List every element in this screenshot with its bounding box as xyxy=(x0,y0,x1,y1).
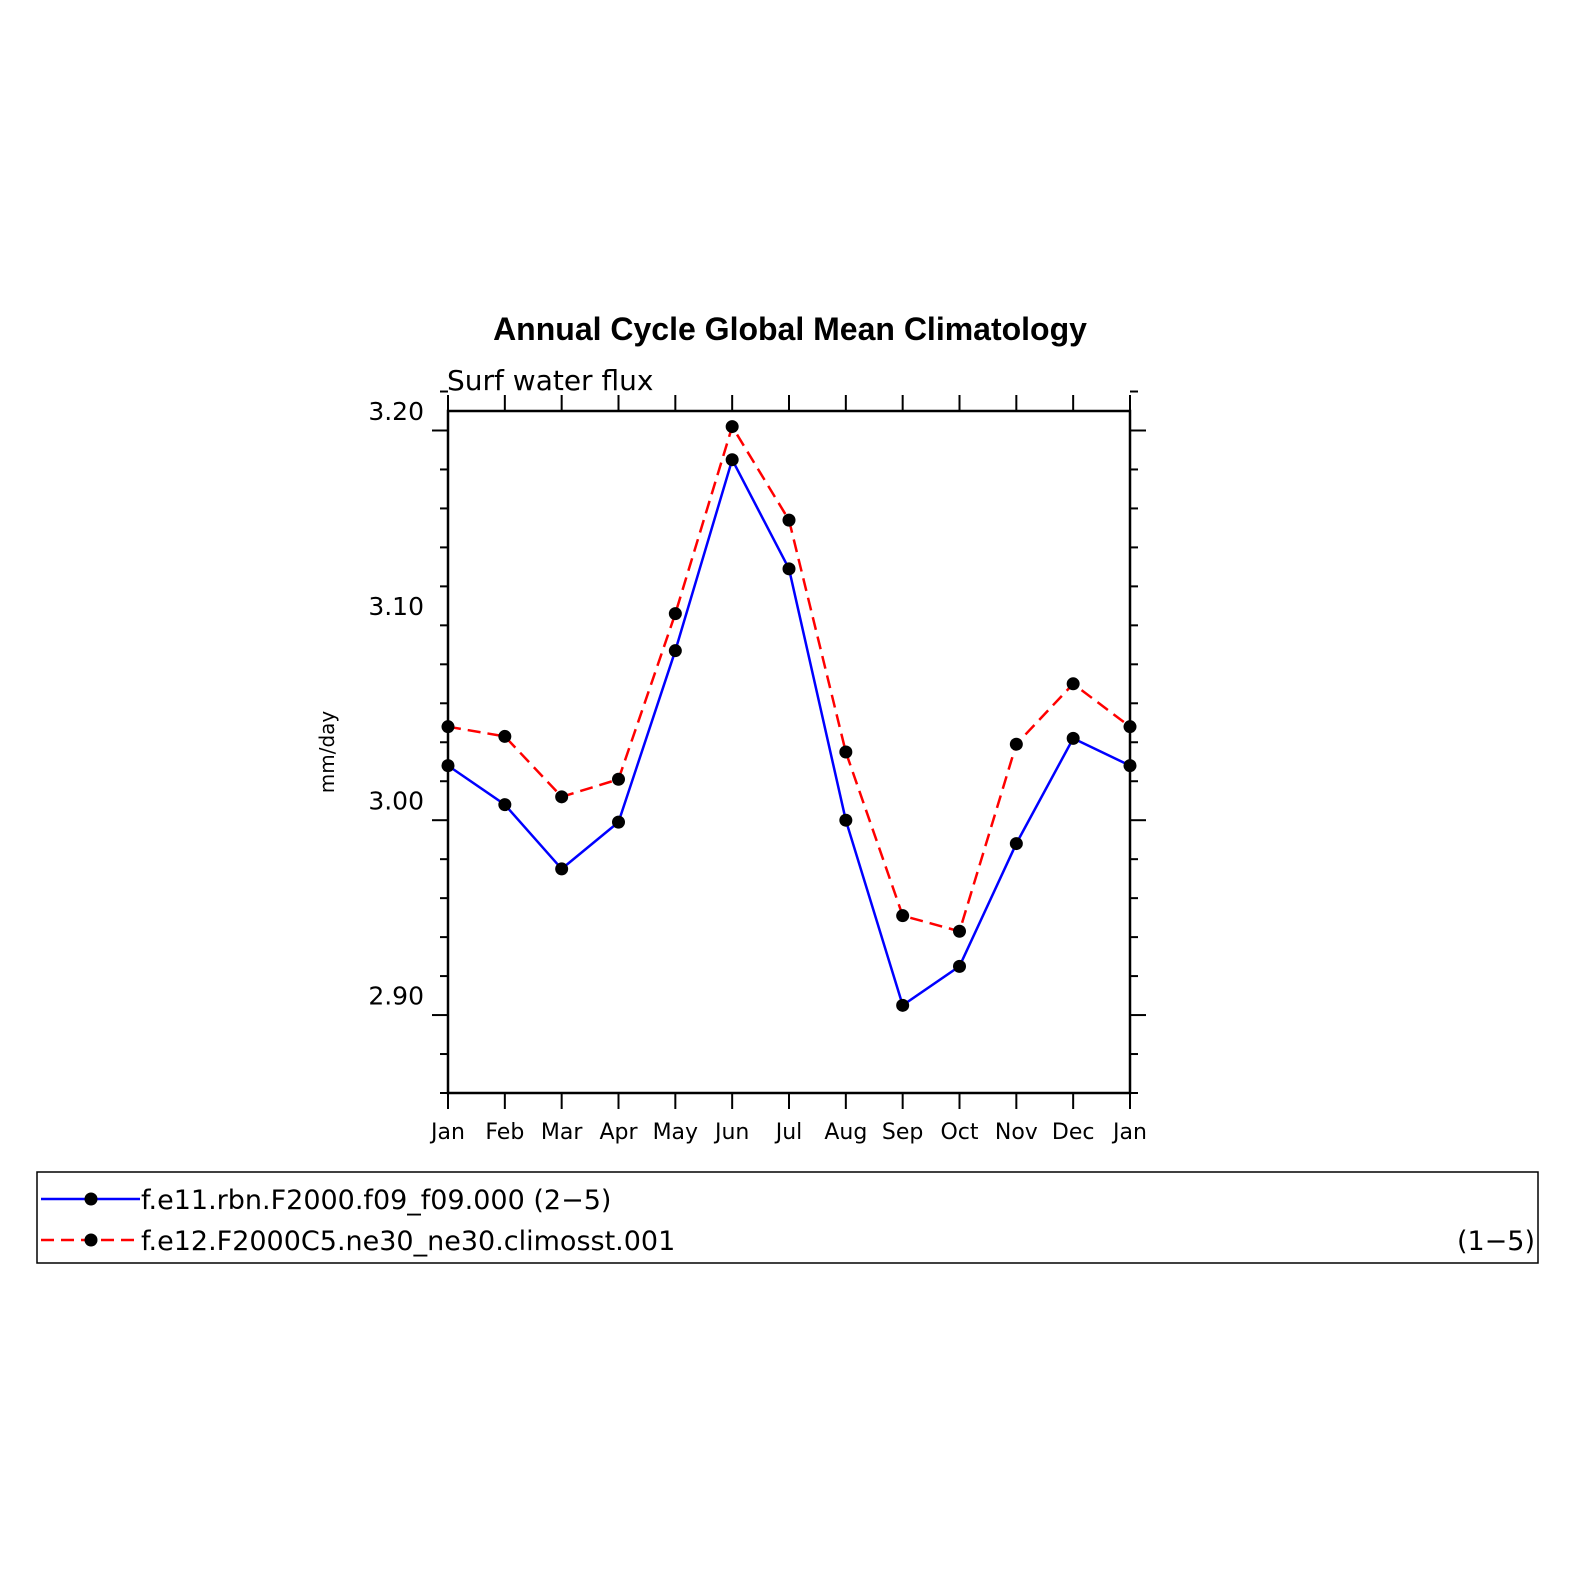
legend-label-1: f.e11.rbn.F2000.f09_f09.000 (2−5) xyxy=(141,1185,611,1216)
data-point-series-2 xyxy=(1066,677,1080,691)
data-point-series-1 xyxy=(782,562,796,576)
legend-range-2: (1−5) xyxy=(1457,1226,1535,1257)
legend-label-2: f.e12.F2000C5.ne30_ne30.climosst.001 xyxy=(141,1226,675,1257)
y-tick-label: 3.20 xyxy=(368,397,424,426)
y-tick-label: 2.90 xyxy=(368,982,424,1011)
x-tick-label: Mar xyxy=(541,1120,583,1145)
data-point-series-1 xyxy=(1123,759,1137,773)
x-tick-label: Jan xyxy=(1111,1120,1147,1145)
y-tick-label: 3.10 xyxy=(368,592,424,621)
plot-frame xyxy=(446,409,1132,1095)
x-tick-label: May xyxy=(653,1120,698,1145)
series-lines xyxy=(447,423,1131,1008)
data-point-series-2 xyxy=(896,909,910,923)
x-tick-labels: Jan Feb Mar Apr May Jun Jul Aug Sep Oct Nov Dec Jan xyxy=(429,1120,1147,1145)
x-tick-label: Oct xyxy=(940,1120,978,1145)
data-point-series-1 xyxy=(725,453,739,467)
series-markers xyxy=(441,420,1137,1012)
x-tick-label: Apr xyxy=(599,1120,638,1145)
data-point-series-1 xyxy=(953,959,966,973)
data-point-series-1 xyxy=(612,815,625,829)
axis-ticks xyxy=(432,390,1146,1109)
data-point-series-2 xyxy=(725,420,739,434)
x-tick-label: Sep xyxy=(882,1120,923,1145)
data-point-series-2 xyxy=(555,790,569,804)
x-tick-label: Jun xyxy=(713,1120,749,1145)
x-tick-label: Dec xyxy=(1052,1120,1095,1145)
y-axis-label: mm/day xyxy=(315,711,339,794)
legend-marker-2 xyxy=(84,1233,98,1247)
x-tick-label: Jan xyxy=(429,1120,465,1145)
data-point-series-1 xyxy=(1066,731,1080,745)
data-point-series-1 xyxy=(441,759,455,773)
x-tick-label: Feb xyxy=(485,1120,524,1145)
data-point-series-2 xyxy=(498,729,512,743)
data-point-series-1 xyxy=(668,644,682,658)
data-point-series-2 xyxy=(839,745,853,759)
data-point-series-1 xyxy=(896,998,910,1012)
data-point-series-1 xyxy=(498,798,512,812)
legend-marker-1 xyxy=(84,1192,98,1206)
data-point-series-2 xyxy=(782,513,796,527)
data-point-series-2 xyxy=(1123,720,1137,734)
legend: f.e11.rbn.F2000.f09_f09.000 (2−5) f.e12.F… xyxy=(41,1185,1535,1257)
data-point-series-1 xyxy=(555,862,569,876)
y-tick-label: 3.00 xyxy=(368,787,424,816)
legend-box xyxy=(36,1171,1539,1264)
data-point-series-2 xyxy=(441,720,455,734)
y-tick-labels: 2.90 3.00 3.10 3.20 xyxy=(368,397,424,1011)
x-tick-label: Nov xyxy=(995,1120,1038,1145)
x-tick-label: Aug xyxy=(824,1120,867,1145)
data-point-series-2 xyxy=(612,772,625,786)
data-point-series-2 xyxy=(668,607,682,621)
chart-subtitle: Surf water flux xyxy=(447,364,653,397)
x-tick-label: Jul xyxy=(774,1120,803,1145)
data-point-series-1 xyxy=(839,813,853,827)
data-point-series-2 xyxy=(953,924,966,938)
data-point-series-2 xyxy=(1009,737,1023,751)
data-point-series-1 xyxy=(1009,837,1023,851)
chart-title: Annual Cycle Global Mean Climatology xyxy=(493,311,1087,347)
